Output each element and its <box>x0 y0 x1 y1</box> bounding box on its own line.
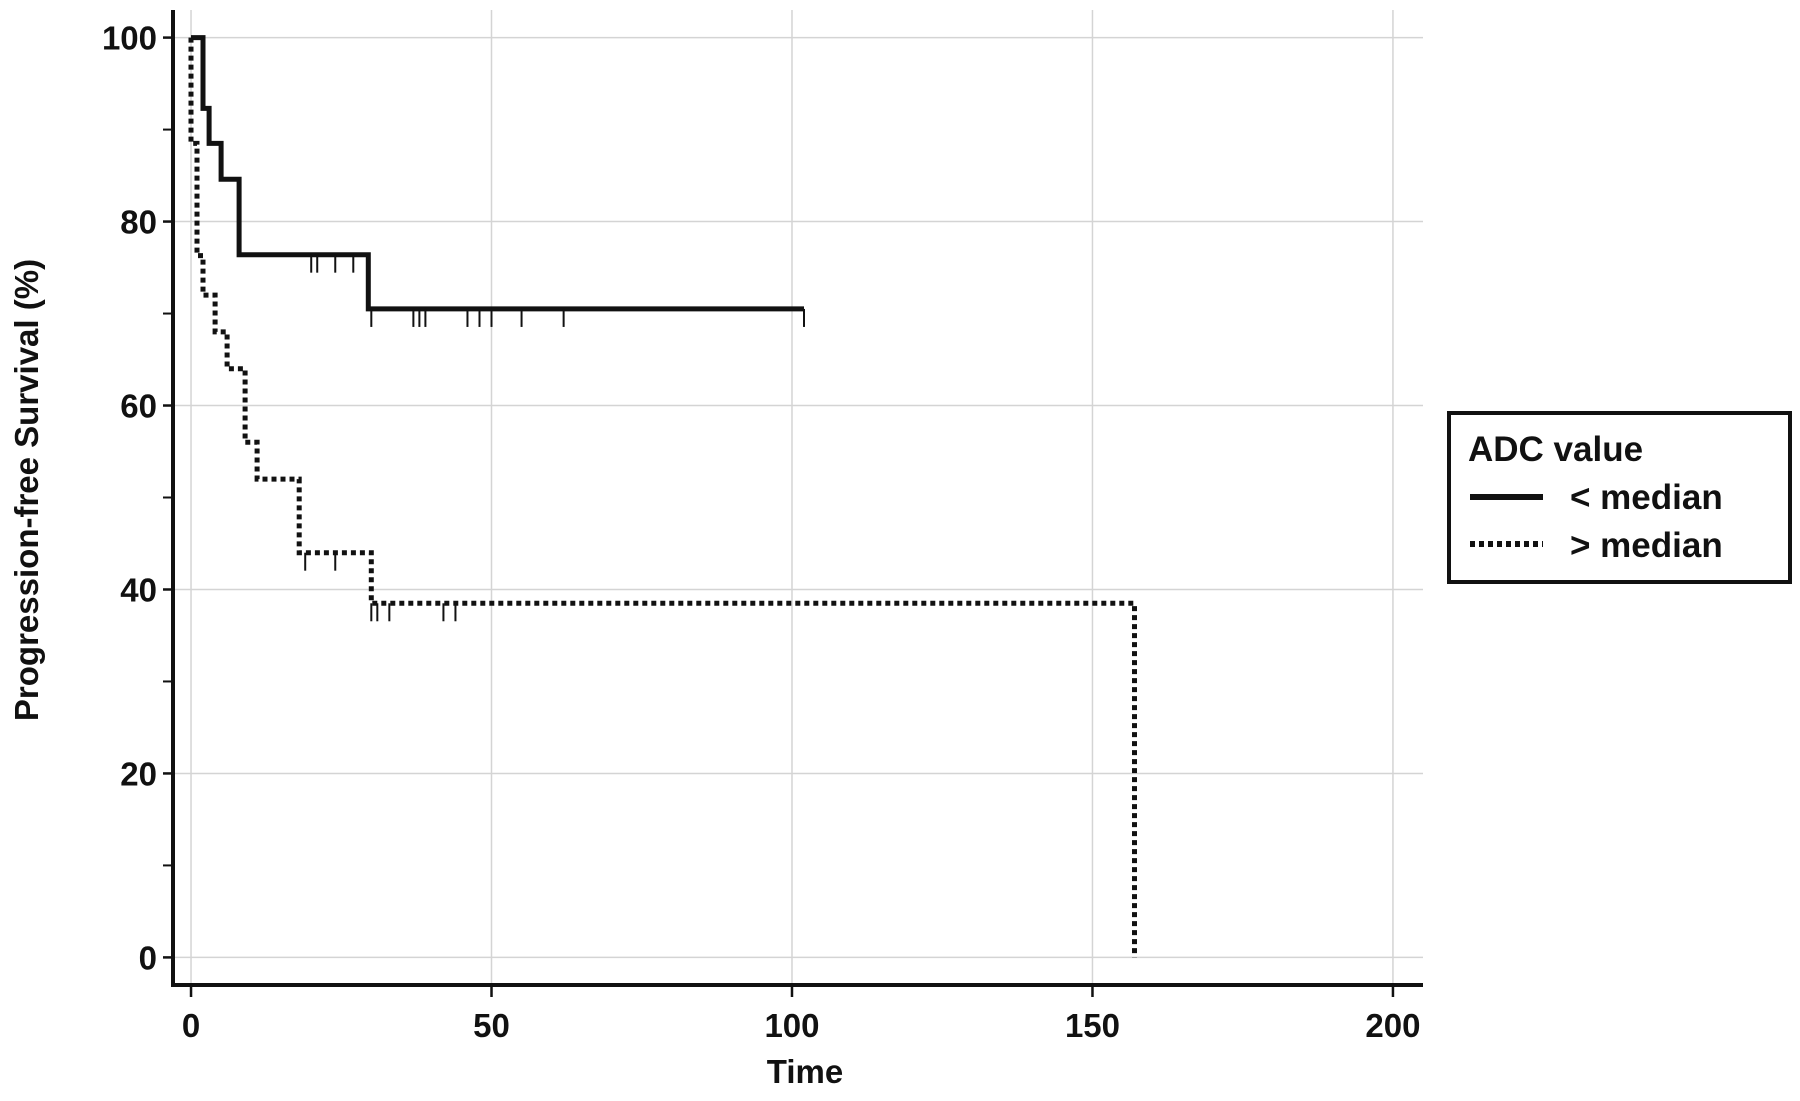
x-tick-label: 50 <box>473 1007 510 1044</box>
x-axis-title: Time <box>767 1053 843 1090</box>
x-tick-label: 200 <box>1365 1007 1420 1044</box>
x-tick-label: 150 <box>1065 1007 1120 1044</box>
y-tick-label: 60 <box>120 388 157 425</box>
survival-curve-above-median <box>188 37 1137 958</box>
y-tick-label: 100 <box>102 20 157 57</box>
y-tick-label: 80 <box>120 204 157 241</box>
y-tick-label: 0 <box>139 939 157 976</box>
grid-lines <box>173 10 1423 985</box>
y-axis-title: Progression-free Survival (%) <box>8 259 45 721</box>
y-tick-label: 40 <box>120 571 157 608</box>
legend-label-below-median: < median <box>1570 478 1723 517</box>
x-axis-ticks: 0 50 100 150 200 <box>182 985 1420 1044</box>
axes <box>171 10 1423 987</box>
survival-curve-below-median <box>191 35 804 312</box>
legend: ADC value < median > median <box>1447 411 1792 584</box>
series-layer <box>188 35 1137 958</box>
x-tick-label: 0 <box>182 1007 200 1044</box>
legend-label-above-median: > median <box>1570 526 1723 565</box>
y-tick-label: 20 <box>120 755 157 792</box>
x-tick-label: 100 <box>764 1007 819 1044</box>
legend-title: ADC value <box>1468 430 1643 469</box>
y-axis-ticks: 0 20 40 60 80 100 <box>102 20 173 976</box>
